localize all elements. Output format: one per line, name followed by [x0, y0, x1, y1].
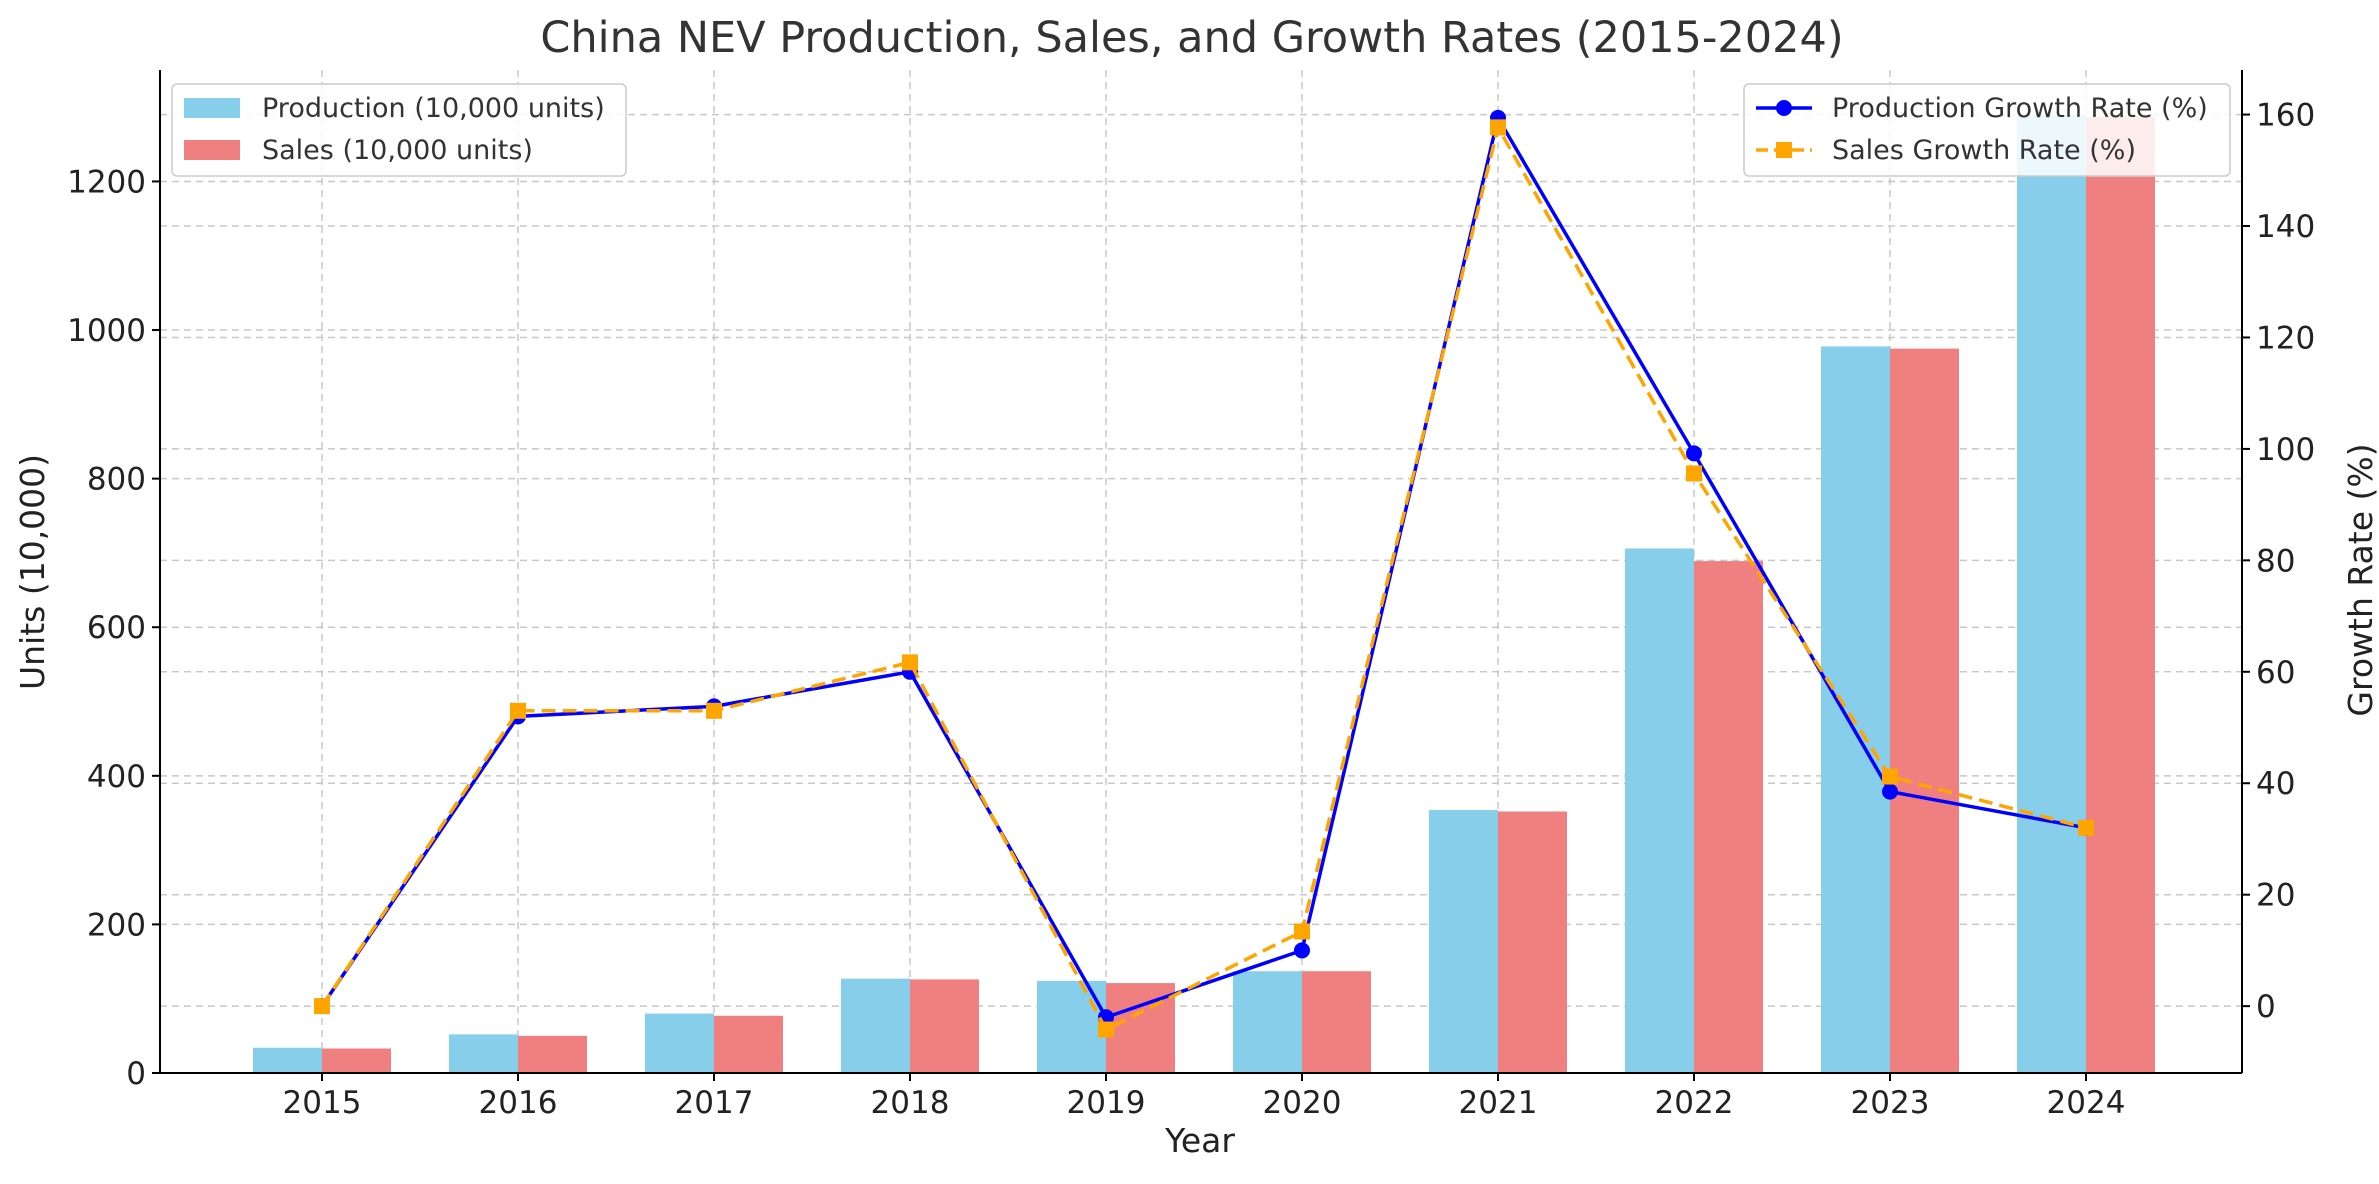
sales-bar	[518, 1035, 587, 1073]
y-axis-label: Units (10,000)	[13, 454, 52, 690]
y2-tick-label: 80	[2256, 543, 2295, 579]
sales-bar	[2086, 116, 2155, 1074]
sales-growth-point	[510, 702, 526, 719]
production-legend-swatch	[184, 98, 240, 118]
sales-bar	[910, 979, 979, 1073]
sales-growth-point	[1686, 465, 1702, 482]
y2-tick-label: 20	[2256, 878, 2295, 914]
sales-growth-point	[1098, 1021, 1114, 1038]
x-tick-label: 2023	[1851, 1085, 1930, 1121]
legend-bars: Production (10,000 units) Sales (10,000 u…	[171, 83, 627, 177]
production-growth-legend-marker	[1776, 100, 1792, 116]
x-tick-label: 2018	[871, 1085, 950, 1121]
axes: 2015 2016 2017 2018 2019 2020 2021 2022 2023 2024…	[67, 70, 2315, 1121]
sales-legend-label: Sales (10,000 units)	[262, 135, 533, 166]
sales-growth-point	[902, 654, 918, 671]
y-tick-label: 800	[87, 462, 146, 498]
legend-box	[1743, 83, 2231, 177]
x-tick-label: 2019	[1067, 1085, 1146, 1121]
production-bar	[1625, 548, 1694, 1073]
production-bar	[449, 1034, 518, 1073]
sales-growth-point	[314, 998, 330, 1015]
y2-tick-label: 160	[2256, 98, 2315, 134]
x-tick-label: 2015	[283, 1085, 362, 1121]
production-legend-label: Production (10,000 units)	[262, 93, 605, 124]
production-bar	[645, 1013, 714, 1073]
production-bar	[1233, 971, 1302, 1073]
legend-lines: Production Growth Rate (%) Sales Growth R…	[1743, 83, 2231, 177]
growth-lines	[314, 109, 2094, 1038]
y-tick-label: 400	[87, 759, 146, 795]
y2-axis-label: Growth Rate (%)	[2341, 443, 2379, 716]
sales-growth-legend-marker	[1776, 142, 1792, 158]
y-tick-label: 1000	[67, 313, 146, 349]
production-bar	[1037, 980, 1106, 1073]
y2-tick-label: 140	[2256, 209, 2315, 245]
sales-growth-point	[1882, 768, 1898, 785]
sales-bar	[1890, 348, 1959, 1074]
y-tick-label: 200	[87, 907, 146, 943]
chart-title: China NEV Production, Sales, and Growth …	[540, 13, 1843, 63]
y2-tick-label: 120	[2256, 320, 2315, 356]
bars	[253, 115, 2155, 1074]
production-growth-point	[1882, 783, 1898, 800]
sales-growth-line	[320, 125, 2087, 1032]
sales-legend-swatch	[184, 140, 240, 160]
sales-growth-point	[706, 702, 722, 719]
x-tick-label: 2016	[479, 1085, 558, 1121]
production-growth-point	[1294, 942, 1310, 959]
legend-box	[171, 83, 627, 177]
sales-bar	[1302, 971, 1371, 1073]
sales-bar	[714, 1015, 783, 1073]
production-bar	[841, 978, 910, 1073]
sales-growth-legend-label: Sales Growth Rate (%)	[1832, 135, 2136, 166]
production-bar	[2017, 115, 2086, 1073]
production-bar	[1429, 809, 1498, 1073]
production-growth-point	[1686, 445, 1702, 462]
sales-growth-point	[1294, 923, 1310, 940]
sales-bar	[322, 1048, 391, 1073]
sales-growth-point	[1490, 119, 1506, 136]
production-bar	[253, 1047, 322, 1073]
y-tick-label: 600	[87, 610, 146, 646]
x-tick-label: 2022	[1655, 1085, 1734, 1121]
sales-bar	[1694, 561, 1763, 1073]
y2-tick-label: 100	[2256, 432, 2315, 468]
production-bar	[1821, 346, 1890, 1074]
x-tick-label: 2024	[2047, 1085, 2126, 1121]
sales-growth-point	[2078, 819, 2094, 836]
y2-tick-label: 40	[2256, 766, 2295, 802]
x-tick-label: 2020	[1263, 1085, 1342, 1121]
y-tick-label: 1200	[67, 164, 146, 200]
production-growth-legend-label: Production Growth Rate (%)	[1832, 93, 2208, 124]
x-tick-label: 2017	[675, 1085, 754, 1121]
y2-tick-label: 60	[2256, 655, 2295, 691]
x-axis-label: Year	[1164, 1121, 1235, 1160]
x-tick-label: 2021	[1459, 1085, 1538, 1121]
sales-bar	[1498, 811, 1567, 1073]
y-tick-label: 0	[126, 1056, 146, 1092]
y2-tick-label: 0	[2256, 989, 2276, 1025]
